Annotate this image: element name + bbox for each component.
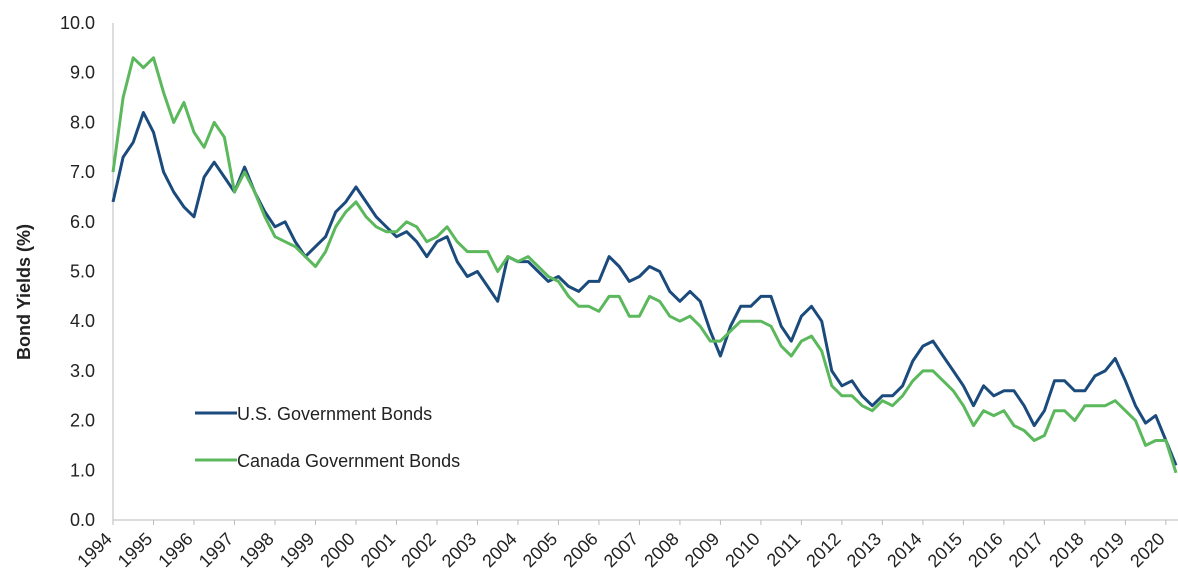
x-tick-label: 1995 (114, 529, 156, 571)
x-tick-label: 1997 (195, 529, 237, 571)
y-tick-label: 3.0 (70, 361, 95, 381)
legend-label: Canada Government Bonds (237, 451, 460, 471)
y-tick-label: 10.0 (60, 13, 95, 33)
x-tick-label: 2015 (924, 529, 966, 571)
legend-label: U.S. Government Bonds (237, 404, 432, 424)
x-tick-label: 2000 (316, 529, 358, 571)
x-tick-label: 2019 (1086, 529, 1128, 571)
y-tick-label: 4.0 (70, 311, 95, 331)
x-tick-label: 2014 (883, 529, 925, 571)
x-tick-label: 1999 (276, 529, 318, 571)
y-tick-label: 8.0 (70, 112, 95, 132)
x-tick-label: 2016 (964, 529, 1006, 571)
x-tick-label: 2007 (600, 529, 642, 571)
y-tick-label: 7.0 (70, 162, 95, 182)
x-tick-label: 2001 (357, 529, 399, 571)
y-tick-label: 0.0 (70, 510, 95, 530)
x-tick-label: 2010 (721, 529, 763, 571)
y-axis-title: Bond Yields (%) (14, 224, 34, 360)
y-tick-label: 5.0 (70, 262, 95, 282)
x-tick-label: 2011 (763, 529, 805, 571)
series-line (111, 111, 1178, 466)
x-tick-label: 2006 (559, 529, 601, 571)
x-tick-label: 2020 (1126, 529, 1168, 571)
y-tick-label: 9.0 (70, 63, 95, 83)
x-tick-label: 1998 (235, 529, 277, 571)
x-tick-label: 2018 (1045, 529, 1087, 571)
x-tick-label: 2017 (1005, 529, 1047, 571)
x-tick-label: 2003 (438, 529, 480, 571)
x-tick-label: 1994 (73, 529, 115, 571)
x-tick-label: 2005 (519, 529, 561, 571)
x-tick-label: 2012 (802, 529, 844, 571)
x-tick-label: 2013 (843, 529, 885, 571)
y-tick-label: 6.0 (70, 212, 95, 232)
x-tick-label: 2004 (478, 529, 520, 571)
y-tick-label: 1.0 (70, 460, 95, 480)
x-tick-label: 2008 (640, 529, 682, 571)
x-tick-label: 1996 (154, 529, 196, 571)
series-line (111, 56, 1178, 474)
y-tick-label: 2.0 (70, 411, 95, 431)
x-tick-label: 2009 (681, 529, 723, 571)
x-tick-label: 2002 (397, 529, 439, 571)
